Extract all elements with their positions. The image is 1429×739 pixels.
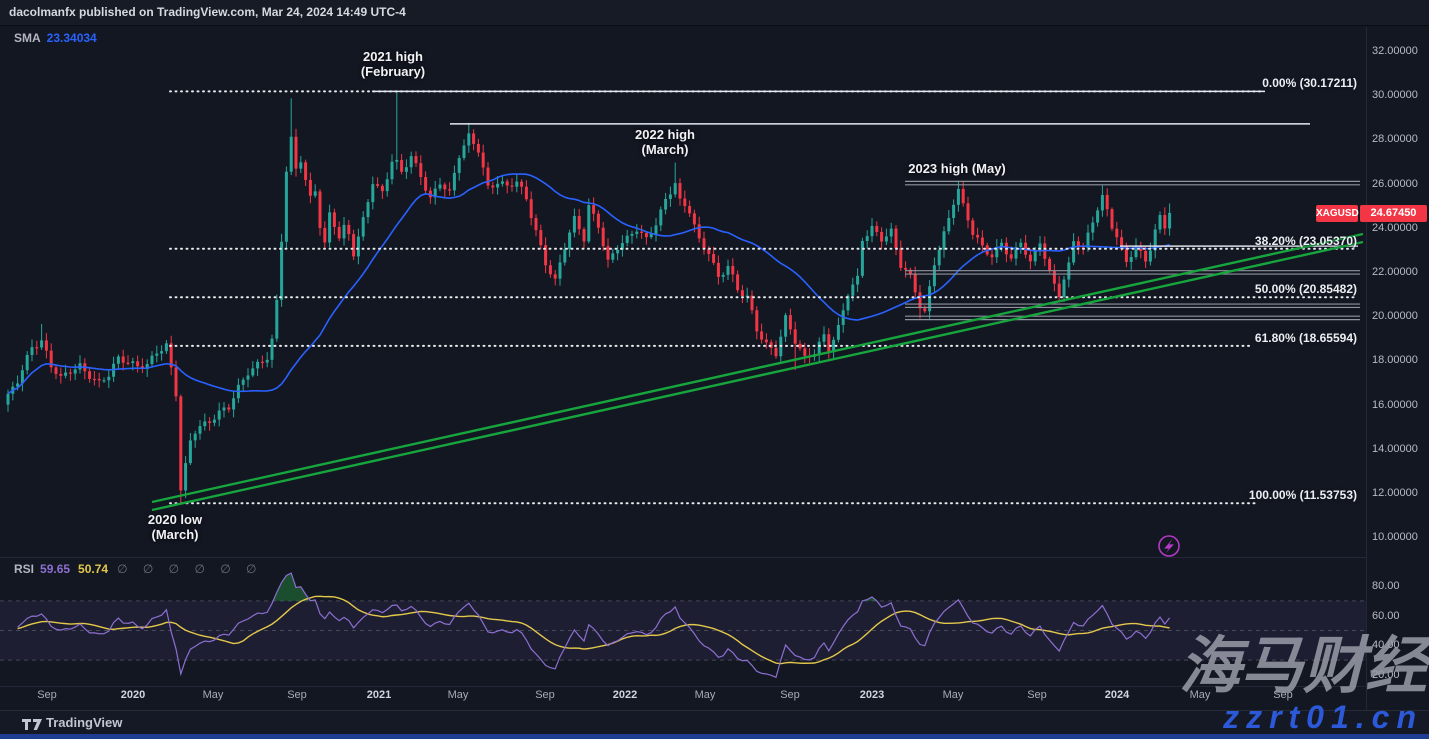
fib-label: 38.20% (23.05370) bbox=[1254, 233, 1357, 248]
time-axis-label: 2022 bbox=[612, 689, 638, 701]
rsi-legend: RSI 59.65 50.74 ∅ ∅ ∅ ∅ ∅ ∅ bbox=[14, 562, 262, 576]
price-axis-label: 16.00000 bbox=[1372, 398, 1418, 411]
time-axis-label: Sep bbox=[1027, 689, 1047, 701]
rsi-empty-params: ∅ ∅ ∅ ∅ ∅ ∅ bbox=[117, 562, 263, 576]
publish-header-bar: dacolmanfx published on TradingView.com,… bbox=[0, 0, 1429, 26]
fib-label: 50.00% (20.85482) bbox=[1254, 282, 1357, 297]
support-resistance-lines bbox=[372, 90, 1360, 321]
time-axis-label: May bbox=[447, 689, 469, 701]
fib-label: 0.00% (30.17211) bbox=[1262, 76, 1357, 91]
annotation-high-2022: 2022 high (March) bbox=[635, 127, 695, 157]
fib-label: 100.00% (11.53753) bbox=[1248, 488, 1357, 503]
rsi-axis-label: 40.00 bbox=[1372, 639, 1400, 652]
time-axis-label: Sep bbox=[535, 689, 555, 701]
sma-legend: SMA 23.34034 bbox=[14, 31, 97, 45]
annotation-high-2021: 2021 high (February) bbox=[360, 49, 426, 79]
flash-icon-button[interactable] bbox=[1158, 535, 1180, 557]
price-axis-label: 22.00000 bbox=[1372, 266, 1418, 278]
sma-value: 23.34034 bbox=[46, 31, 97, 45]
watermark-url: zzrt01.cn bbox=[1223, 699, 1423, 735]
symbol-badge: XAGUSD bbox=[1316, 205, 1359, 222]
flash-icon-circle bbox=[1158, 535, 1180, 557]
fib-retracement bbox=[169, 90, 1358, 505]
rsi-line bbox=[17, 572, 1171, 679]
pane-separator[interactable] bbox=[0, 557, 1367, 558]
sma-label: SMA bbox=[14, 31, 41, 45]
time-axis-label: 2021 bbox=[366, 689, 392, 701]
publish-info-text: dacolmanfx published on TradingView.com,… bbox=[9, 5, 406, 19]
time-axis-label: May bbox=[942, 689, 964, 701]
rsi-ma-value: 50.74 bbox=[78, 562, 109, 576]
price-axis-label: 12.00000 bbox=[1372, 487, 1418, 499]
lightning-bolt-icon bbox=[1164, 538, 1174, 554]
price-axis-label: 10.00000 bbox=[1372, 531, 1418, 544]
time-axis-label: May bbox=[1189, 689, 1211, 701]
time-axis-label: May bbox=[202, 689, 224, 701]
fib-label: 61.80% (18.65594) bbox=[1254, 330, 1357, 345]
price-axis-label: 32.00000 bbox=[1372, 45, 1418, 57]
price-axis-label: 14.00000 bbox=[1372, 442, 1418, 455]
trend-channel[interactable] bbox=[151, 232, 1364, 512]
sma-line bbox=[7, 173, 1170, 395]
time-axis-label: 2020 bbox=[120, 689, 146, 701]
time-axis-label: 2023 bbox=[859, 689, 885, 701]
tradingview-logo-icon[interactable] bbox=[22, 718, 42, 732]
candlestick-series bbox=[6, 91, 1172, 504]
time-axis-label: May bbox=[694, 689, 716, 701]
time-axis-separator bbox=[0, 686, 1367, 687]
price-axis-label: 18.00000 bbox=[1372, 354, 1418, 367]
price-axis-label: 30.00000 bbox=[1372, 89, 1418, 102]
rsi-axis-label: 20.00 bbox=[1372, 668, 1400, 681]
price-axis-label: 20.00000 bbox=[1372, 310, 1418, 323]
price-axis-label: 26.00000 bbox=[1372, 177, 1418, 190]
bottom-blue-strip bbox=[0, 734, 1429, 739]
time-axis-label: Sep bbox=[1273, 689, 1293, 701]
rsi-axis-label: 60.00 bbox=[1372, 609, 1400, 622]
time-axis-label: Sep bbox=[780, 689, 800, 701]
price-axis-separator[interactable] bbox=[1366, 27, 1367, 710]
rsi-axis-label: 80.00 bbox=[1372, 580, 1400, 592]
watermark-chinese: 海马财经 bbox=[1178, 632, 1427, 701]
price-axis-label: 24.00000 bbox=[1372, 221, 1418, 234]
price-axis-label: 28.00000 bbox=[1372, 133, 1418, 146]
time-axis-label: Sep bbox=[287, 689, 307, 701]
last-price-badge: 24.67450 bbox=[1360, 205, 1427, 222]
rsi-ma-line bbox=[17, 595, 1170, 665]
time-axis-label: 2024 bbox=[1104, 689, 1130, 701]
annotation-high-2023: 2023 high (May) bbox=[908, 161, 1006, 176]
annotation-low-2020: 2020 low (March) bbox=[147, 512, 203, 542]
time-axis-label: Sep bbox=[37, 689, 57, 701]
tradingview-brand-link[interactable]: TradingView bbox=[46, 715, 123, 730]
rsi-label: RSI bbox=[14, 562, 35, 576]
rsi-value: 59.65 bbox=[40, 562, 71, 576]
